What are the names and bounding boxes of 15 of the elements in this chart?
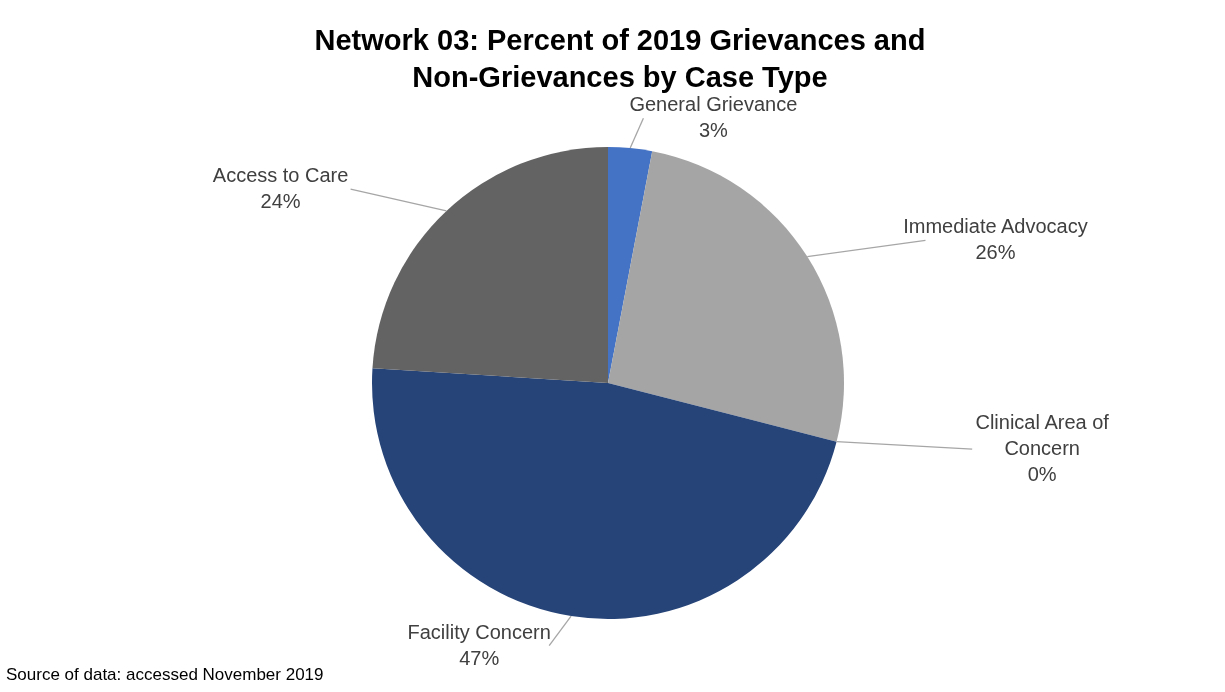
source-note: Source of data: accessed November 2019 — [6, 665, 324, 684]
slice-label: Immediate Advocacy — [903, 215, 1088, 238]
data-label: 47% — [459, 646, 500, 669]
slice-label: Access to Care — [212, 164, 349, 187]
slice-label: General Grievance — [629, 93, 798, 116]
slice-label: Facility Concern — [407, 620, 551, 643]
category-label: Clinical Area of Concern — [975, 411, 1109, 460]
data-label: 26% — [975, 241, 1016, 264]
pie-slice — [372, 147, 608, 383]
data-label: 3% — [698, 119, 729, 142]
pie-slice — [372, 368, 837, 619]
pie-slice — [608, 147, 653, 383]
text: 0% — [1027, 463, 1057, 486]
chart-title: Network 03: Percent of 2019 Grievances and Non-Grievances by Case Type — [314, 24, 926, 93]
data-label: 24% — [260, 190, 301, 213]
